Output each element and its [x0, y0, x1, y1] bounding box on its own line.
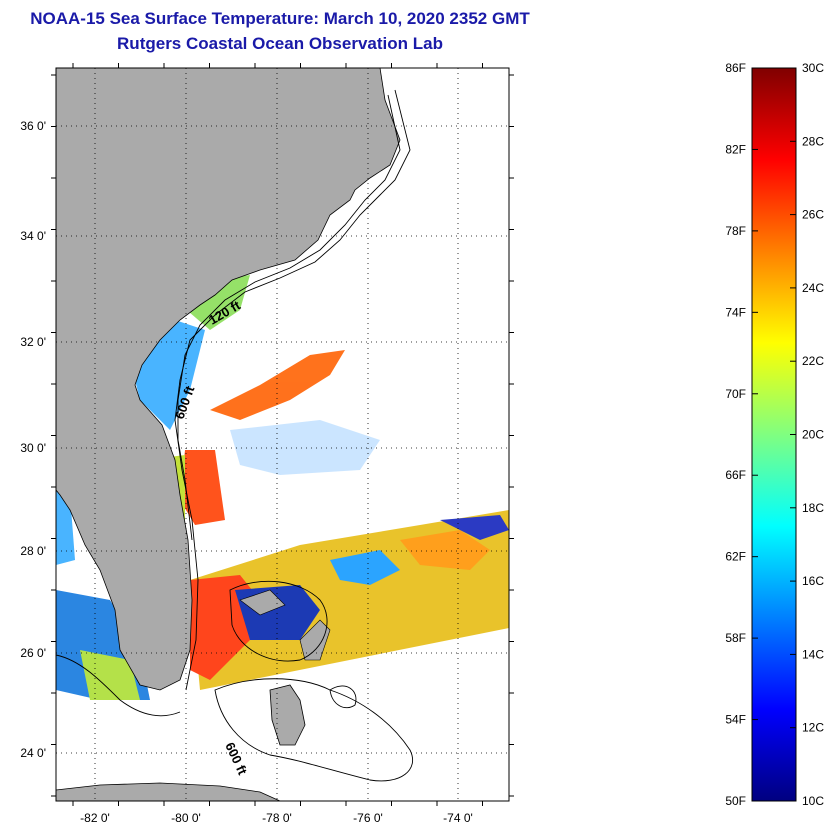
bathymetry-contours — [56, 89, 413, 782]
colorbar-c-label: 14C — [802, 647, 824, 661]
land-us-east-coast — [56, 68, 401, 691]
colorbar-f-label: 70F — [725, 387, 746, 401]
colorbar-f-label: 74F — [725, 305, 746, 319]
latitude-label: 36 0' — [20, 119, 46, 133]
colorbar-celsius-labels: 30C 28C 26C 24C 22C 20C 18C 16C 14C 12C 10C — [790, 61, 824, 808]
colorbar-c-label: 10C — [802, 794, 824, 808]
longitude-label: -76 0' — [353, 811, 383, 825]
latitude-label: 28 0' — [20, 544, 46, 558]
frame-ticks — [51, 63, 514, 806]
contour-island-small — [329, 685, 357, 709]
sst-warm-patch-east — [400, 530, 490, 570]
colorbar-f-label: 82F — [725, 142, 746, 156]
longitude-label: -78 0' — [262, 811, 292, 825]
land-bahamas-andros — [269, 684, 306, 746]
longitude-label: -82 0' — [80, 811, 110, 825]
colorbar-c-label: 22C — [802, 354, 824, 368]
sst-cool-patch — [330, 550, 400, 585]
graticule — [56, 68, 509, 801]
sst-swath-layer — [56, 275, 509, 700]
colorbar-c-label: 12C — [802, 721, 824, 735]
colorbar-f-label: 62F — [725, 550, 746, 564]
sst-cold-patch-east — [440, 515, 509, 540]
latitude-label: 30 0' — [20, 441, 46, 455]
colorbar-c-label: 24C — [802, 281, 824, 295]
map-subtitle: Rutgers Coastal Ocean Observation Lab — [117, 34, 443, 53]
contour-600ft — [174, 89, 411, 691]
colorbar-f-label: 54F — [725, 713, 746, 727]
land-cuba — [56, 782, 281, 801]
sst-scattered-patches — [230, 420, 380, 475]
colorbar-c-label: 20C — [802, 428, 824, 442]
colorbar-c-label: 28C — [802, 134, 824, 148]
colorbar-f-label: 50F — [725, 794, 746, 808]
colorbar — [751, 67, 797, 802]
contour-bahamas-south — [214, 678, 413, 782]
longitude-label: -74 0' — [443, 811, 473, 825]
sst-shelf-mid — [175, 275, 250, 330]
colorbar-f-label: 66F — [725, 468, 746, 482]
sst-gulf-stream-florida — [180, 450, 225, 525]
latitude-label: 24 0' — [20, 746, 46, 760]
land-bahamas-abaco — [299, 619, 331, 661]
longitude-label: -80 0' — [171, 811, 201, 825]
sst-gulf-stream-north — [210, 350, 345, 420]
land-layer — [56, 68, 401, 801]
colorbar-c-label: 16C — [802, 574, 824, 588]
colorbar-f-label: 86F — [725, 61, 746, 75]
colorbar-c-label: 30C — [802, 61, 824, 75]
contour-gulf-shelf — [56, 654, 181, 717]
sst-gulf-west-warm — [80, 650, 140, 700]
longitude-labels: -82 0' -80 0' -78 0' -76 0' -74 0' — [80, 811, 473, 825]
map-frame — [55, 67, 510, 802]
latitude-label: 26 0' — [20, 646, 46, 660]
colorbar-f-label: 78F — [725, 224, 746, 238]
land-bahamas-grand — [239, 589, 286, 616]
latitude-label: 34 0' — [20, 229, 46, 243]
colorbar-c-label: 18C — [802, 501, 824, 515]
contour-120ft — [177, 94, 401, 541]
colorbar-f-label: 58F — [725, 631, 746, 645]
colorbar-c-label: 26C — [802, 208, 824, 222]
latitude-label: 32 0' — [20, 335, 46, 349]
colorbar-fahrenheit-labels: 86F 82F 78F 74F 70F 66F 62F 58F 54F 50F — [725, 61, 758, 808]
contour-bahamas-north — [229, 580, 328, 662]
map-title: NOAA-15 Sea Surface Temperature: March 1… — [30, 9, 530, 28]
latitude-labels: 36 0' 34 0' 32 0' 30 0' 28 0' 26 0' 24 0' — [20, 119, 46, 760]
